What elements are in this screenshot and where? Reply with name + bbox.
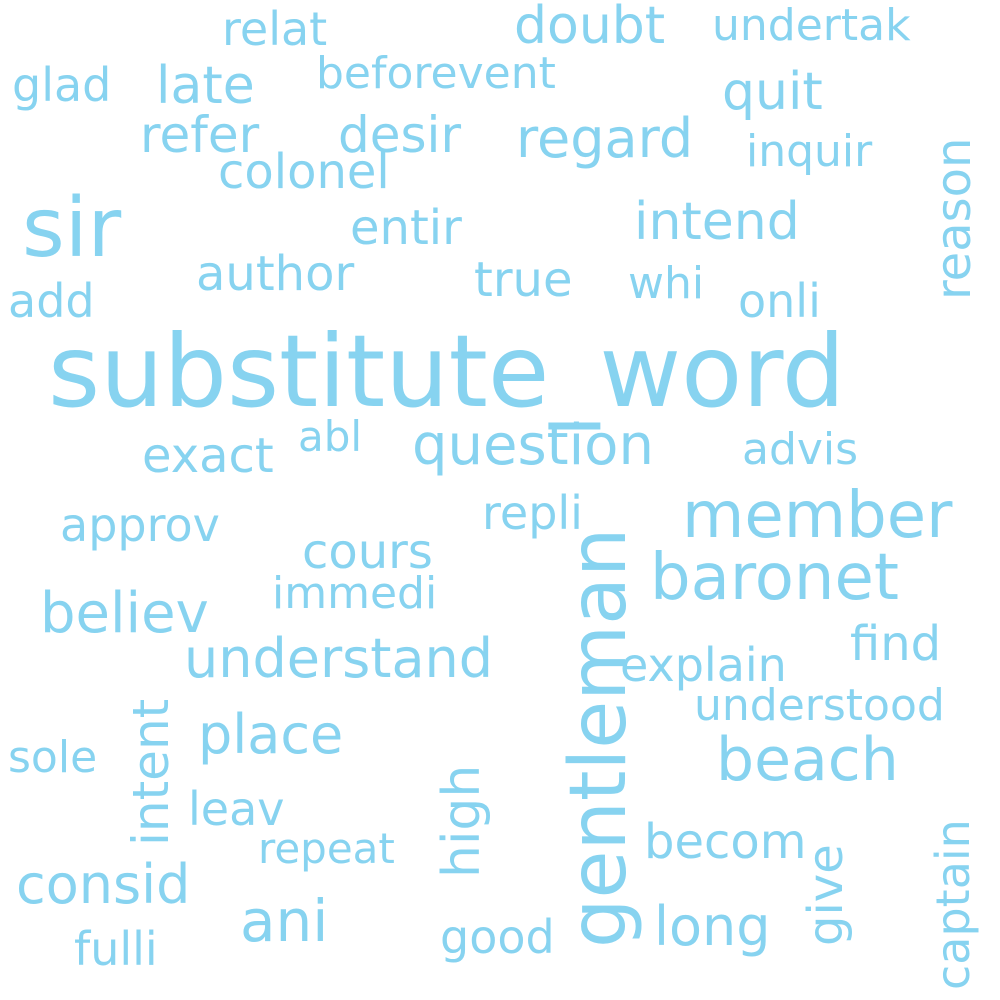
word-leav: leav: [188, 782, 285, 836]
word-add: add: [8, 274, 95, 328]
word-baronet: baronet: [650, 541, 899, 615]
word-cours: cours: [302, 524, 433, 580]
word-fulli: fulli: [74, 922, 158, 976]
word-beforevent: beforevent: [316, 48, 556, 99]
word-beach: beach: [716, 725, 899, 795]
word-gentleman: gentleman: [554, 527, 644, 948]
word-exact: exact: [142, 428, 274, 484]
word-late: late: [156, 56, 255, 116]
word-substitute-word: substitute_word: [48, 313, 846, 430]
word-repli: repli: [482, 486, 583, 540]
word-entir: entir: [350, 200, 462, 256]
word-colonel: colonel: [218, 144, 390, 200]
word-refer: refer: [140, 106, 260, 164]
word-member: member: [682, 479, 953, 553]
word-immedi: immedi: [272, 568, 438, 619]
word-give: give: [798, 844, 854, 946]
word-abl: abl: [298, 412, 363, 461]
word-believ: believ: [40, 581, 209, 646]
word-desir: desir: [338, 106, 461, 164]
word-understand: understand: [184, 627, 494, 690]
word-true: true: [474, 252, 573, 308]
word-intend: intend: [634, 192, 800, 252]
word-approv: approv: [60, 498, 220, 552]
word-ani: ani: [240, 887, 329, 955]
word-intent: intent: [122, 698, 180, 846]
word-author: author: [196, 246, 355, 302]
word-explain: explain: [620, 638, 787, 692]
word-becom: becom: [644, 814, 807, 870]
word-long: long: [654, 895, 771, 958]
word-undertak: undertak: [712, 0, 911, 51]
word-high: high: [432, 764, 492, 878]
word-captain: captain: [926, 819, 980, 990]
word-consid: consid: [16, 853, 191, 916]
word-whi: whi: [628, 258, 705, 309]
word-sir: sir: [22, 181, 122, 276]
word-quit: quit: [722, 62, 823, 122]
word-place: place: [198, 703, 344, 766]
word-inquir: inquir: [746, 126, 873, 177]
word-onli: onli: [738, 274, 821, 328]
word-regard: regard: [516, 107, 694, 170]
word-reason: reason: [926, 137, 982, 300]
word-glad: glad: [12, 58, 112, 112]
word-advis: advis: [742, 424, 859, 475]
word-sole: sole: [8, 732, 98, 783]
word-repeat: repeat: [258, 824, 395, 873]
word-good: good: [440, 910, 555, 964]
word-question: question: [412, 413, 654, 478]
word-find: find: [850, 616, 942, 672]
word-doubt: doubt: [514, 0, 666, 56]
word-understood: understood: [694, 680, 945, 731]
word-relat: relat: [222, 2, 328, 56]
